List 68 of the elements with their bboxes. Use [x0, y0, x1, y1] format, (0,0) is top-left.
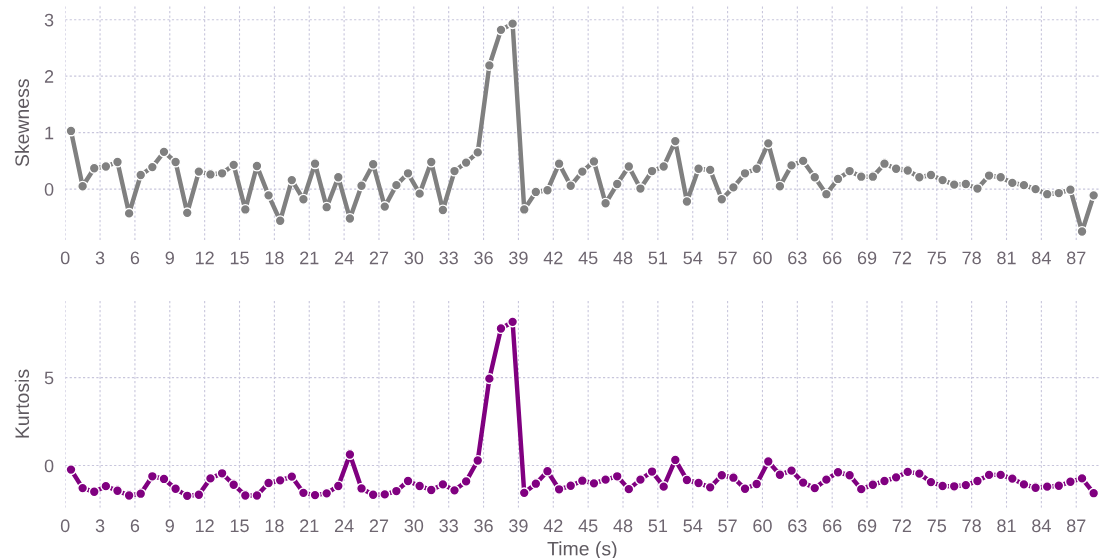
- x-tick-label: 3: [95, 251, 105, 265]
- y-tick-label: 3: [44, 13, 54, 27]
- x-tick-label: 15: [230, 251, 249, 265]
- x-tick-label: 72: [892, 519, 912, 532]
- x-tick-label: 9: [165, 519, 174, 533]
- x-tick-label: 30: [404, 519, 424, 533]
- x-tick-label: 9: [165, 251, 174, 265]
- y-axis-title: Kurtosis: [14, 369, 30, 438]
- x-tick-label: 24: [334, 519, 354, 532]
- x-tick-label: 18: [265, 519, 284, 533]
- x-tick-label: 87: [1066, 519, 1086, 533]
- x-tick-label: 3: [95, 519, 105, 533]
- x-tick-label: 54: [683, 519, 703, 533]
- x-tick-label: 36: [474, 251, 493, 265]
- x-tick-label: 84: [1032, 519, 1051, 533]
- x-tick-label: 60: [753, 251, 772, 265]
- x-tick-label: 33: [439, 251, 458, 265]
- x-tick-label: 36: [474, 519, 493, 533]
- x-tick-label: 39: [509, 519, 528, 533]
- x-tick-label: 57: [718, 251, 737, 265]
- x-tick-label: 21: [300, 251, 319, 265]
- x-tick-label: 54: [683, 251, 703, 265]
- x-tick-label: 45: [578, 519, 598, 533]
- x-tick-label: 6: [130, 251, 140, 265]
- x-tick-label: 78: [962, 519, 981, 533]
- x-tick-label: 69: [857, 251, 877, 265]
- x-tick-label: 15: [230, 519, 249, 533]
- x-tick-label: 69: [857, 519, 877, 533]
- x-tick-label: 42: [543, 251, 563, 265]
- x-tick-label: 81: [997, 251, 1016, 265]
- y-tick-label: 5: [44, 371, 54, 385]
- x-tick-label: 12: [195, 251, 214, 265]
- x-tick-label: 27: [369, 519, 389, 532]
- x-tick-label: 48: [613, 519, 633, 533]
- x-tick-label: 18: [265, 251, 284, 265]
- x-tick-label: 66: [823, 251, 842, 265]
- x-tick-label: 30: [404, 251, 424, 265]
- x-tick-label: 51: [648, 519, 668, 533]
- x-tick-label: 75: [927, 251, 947, 265]
- y-tick-label: 0: [44, 183, 54, 196]
- x-tick-label: 60: [753, 519, 772, 533]
- x-tick-label: 63: [788, 519, 807, 533]
- x-tick-label: 57: [718, 519, 737, 533]
- x-tick-label: 81: [997, 519, 1016, 533]
- x-tick-label: 72: [892, 251, 912, 265]
- x-tick-label: 48: [613, 251, 633, 265]
- x-tick-label: 75: [927, 519, 947, 533]
- x-tick-label: 27: [369, 251, 389, 265]
- x-tick-label: 51: [648, 251, 668, 265]
- x-tick-label: 39: [509, 251, 528, 265]
- x-tick-label: 6: [130, 519, 140, 533]
- x-tick-label: 66: [823, 519, 842, 533]
- y-tick-label: 0: [44, 459, 54, 473]
- x-tick-label: 12: [195, 519, 214, 532]
- x-tick-label: 63: [788, 251, 807, 265]
- x-tick-label: 45: [578, 251, 598, 265]
- x-tick-label: 87: [1066, 251, 1086, 265]
- x-tick-label: 0: [60, 251, 70, 265]
- x-tick-label: 21: [300, 519, 319, 532]
- y-tick-label: 2: [44, 70, 54, 83]
- x-tick-label: 42: [543, 519, 563, 532]
- x-tick-label: 24: [334, 251, 354, 265]
- x-tick-label: 0: [60, 519, 70, 533]
- y-axis-title: Skewness: [14, 79, 30, 167]
- x-tick-label: 33: [439, 519, 458, 533]
- x-tick-label: 78: [962, 251, 981, 265]
- y-tick-label: 1: [45, 126, 54, 140]
- x-tick-label: 84: [1032, 251, 1051, 265]
